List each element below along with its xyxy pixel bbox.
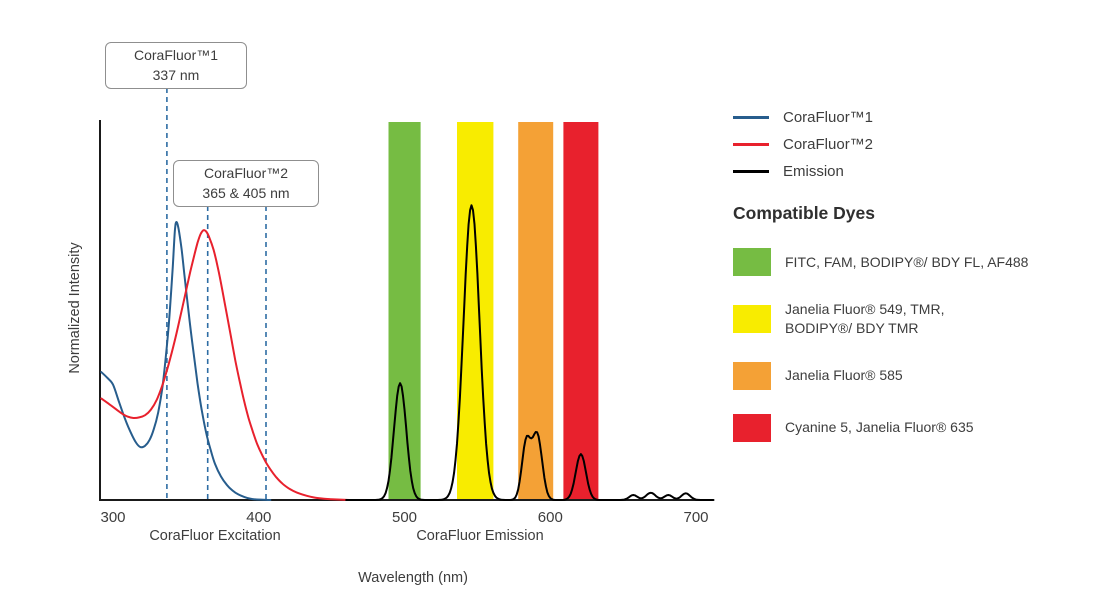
red-dye-swatch: [733, 413, 771, 442]
dye-item-green: FITC, FAM, BODIPY®/ BDY FL, AF488: [733, 248, 1093, 276]
x-axis-label: Wavelength (nm): [358, 570, 468, 586]
dye-item-yellow: Janelia Fluor® 549, TMR, BODIPY®/ BDY TM…: [733, 300, 1093, 338]
x-tick-label-400: 400: [246, 509, 271, 526]
curve-corafluor1-excitation: [100, 221, 272, 501]
corafluor1-line-swatch: [733, 116, 769, 119]
x-tick-label-600: 600: [538, 509, 563, 526]
orange-dye-swatch: [733, 361, 771, 390]
legend: CoraFluor™1 CoraFluor™2 Emission Compati…: [733, 104, 1093, 442]
x-tick-label-500: 500: [392, 509, 417, 526]
dye-band-3: [518, 122, 554, 500]
x-tick-label-300: 300: [100, 509, 125, 526]
green-dye-label: FITC, FAM, BODIPY®/ BDY FL, AF488: [785, 253, 1029, 270]
callout-corafluor2: CoraFluor™2 365 & 405 nm: [173, 160, 319, 208]
x-tick-label-700: 700: [683, 509, 708, 526]
compatible-dyes-title: Compatible Dyes: [733, 203, 875, 223]
emission-line-swatch: [733, 170, 769, 173]
dye-item-red: Cyanine 5, Janelia Fluor® 635: [733, 413, 1093, 442]
emission-axis-label: CoraFluor Emission: [416, 528, 544, 544]
red-dye-label: Cyanine 5, Janelia Fluor® 635: [785, 419, 974, 436]
legend-label-emission: Emission: [783, 163, 844, 180]
excitation-axis-label: CoraFluor Excitation: [149, 528, 281, 544]
orange-dye-label: Janelia Fluor® 585: [785, 367, 903, 384]
legend-label-corafluor1: CoraFluor™1: [783, 109, 874, 126]
y-axis-label: Normalized Intensity: [67, 242, 83, 374]
yellow-dye-label: Janelia Fluor® 549, TMR, BODIPY®/ BDY TM…: [785, 301, 945, 336]
dye-band-2: [457, 122, 494, 500]
spectra-chart: 300 400 500 600 700: [99, 88, 715, 526]
callout-corafluor1-value: 337 nm: [152, 66, 200, 83]
corafluor2-line-swatch: [733, 143, 769, 146]
dye-item-orange: Janelia Fluor® 585: [733, 361, 1093, 390]
legend-item-corafluor2: CoraFluor™2: [733, 131, 1093, 158]
legend-label-corafluor2: CoraFluor™2: [783, 136, 874, 153]
legend-item-corafluor1: CoraFluor™1: [733, 104, 1093, 131]
green-dye-swatch: [733, 248, 771, 276]
callout-corafluor1: CoraFluor™1 337 nm: [105, 42, 247, 90]
legend-item-emission: Emission: [733, 158, 1093, 185]
callout-corafluor1-title: CoraFluor™1: [133, 47, 219, 63]
curve-corafluor2-excitation: [100, 229, 356, 501]
yellow-dye-swatch: [733, 304, 771, 333]
callout-corafluor2-value: 365 & 405 nm: [202, 184, 290, 201]
curve-emission: [345, 204, 715, 501]
callout-corafluor2-title: CoraFluor™2: [203, 165, 289, 181]
dye-band-4: [563, 122, 599, 500]
